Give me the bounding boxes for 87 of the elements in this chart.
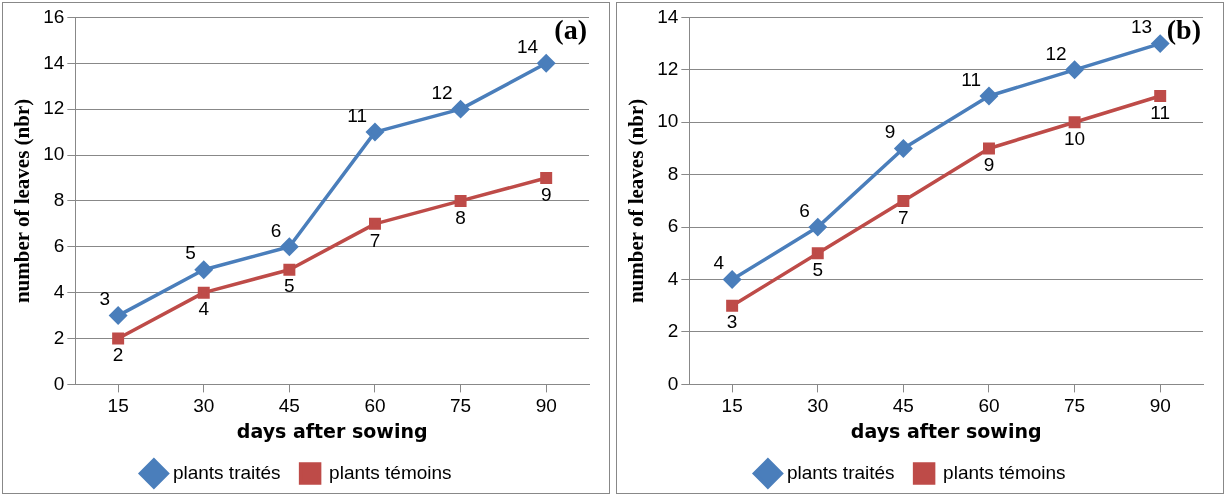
data-label: 11	[1150, 101, 1171, 123]
data-label: 4	[713, 252, 725, 274]
point	[280, 238, 299, 256]
point	[980, 87, 998, 105]
x-tick-label: 45	[278, 395, 300, 417]
y-tick-label: 14	[657, 5, 679, 27]
point	[1151, 34, 1169, 53]
point	[894, 139, 913, 158]
data-label: 7	[898, 206, 909, 228]
point	[1068, 116, 1081, 129]
y-tick-label: 4	[667, 267, 679, 289]
data-label: 9	[884, 121, 896, 143]
x-tick-label: 90	[1149, 395, 1171, 417]
data-label: 12	[431, 81, 453, 103]
data-label: 9	[983, 154, 995, 176]
y-tick-label: 10	[43, 143, 65, 165]
point	[811, 247, 824, 260]
y-tick-label: 14	[43, 51, 65, 73]
point	[982, 142, 995, 155]
data-label: 9	[540, 183, 552, 205]
y-tick-label: 4	[53, 280, 65, 302]
point	[537, 54, 555, 73]
data-label: 2	[112, 344, 124, 366]
data-label: 11	[961, 68, 981, 90]
y-tick-label: 6	[667, 215, 679, 237]
data-label: 12	[1045, 42, 1067, 64]
legend-label: plants témoins	[943, 461, 1066, 483]
point	[454, 194, 467, 207]
data-label: 5	[284, 275, 295, 297]
x-tick-label: 60	[978, 395, 1000, 417]
point	[197, 286, 210, 299]
x-tick-label: 75	[1064, 395, 1086, 417]
x-tick-label: 75	[450, 395, 472, 417]
y-tick-label: 0	[667, 372, 679, 394]
data-label: 7	[369, 229, 381, 251]
y-tick-label: 2	[53, 326, 65, 348]
y-tick-label: 12	[43, 97, 65, 119]
x-tick-label: 90	[535, 395, 557, 417]
point	[195, 260, 213, 279]
x-tick-label: 30	[193, 395, 215, 417]
chart-title: (a)	[554, 13, 587, 45]
point	[540, 171, 553, 184]
legend-label: plants témoins	[329, 461, 452, 483]
y-tick-label: 8	[667, 162, 679, 184]
y-tick-label: 2	[667, 320, 679, 342]
point	[726, 299, 739, 312]
y-tick-label: 6	[53, 235, 65, 257]
y-tick-label: 12	[657, 58, 679, 80]
data-label: 6	[799, 199, 810, 221]
point	[1065, 61, 1084, 79]
legend-label: plants traités	[786, 461, 895, 483]
point	[1154, 90, 1167, 103]
point	[109, 306, 127, 325]
y-tick-label: 8	[53, 189, 65, 211]
data-label: 10	[1064, 127, 1086, 149]
point	[897, 194, 910, 207]
x-tick-label: 45	[892, 395, 914, 417]
x-tick-label: 30	[807, 395, 829, 417]
data-label: 11	[347, 104, 367, 126]
legend-label: plants traités	[172, 461, 281, 483]
x-axis-title: days after sowing	[236, 419, 428, 442]
y-tick-label: 10	[657, 110, 679, 132]
y-axis-title: number of leaves (nbr)	[624, 98, 649, 304]
chart-title: (b)	[1166, 13, 1201, 45]
data-label: 3	[726, 311, 738, 333]
data-label: 5	[812, 259, 824, 281]
data-label: 4	[198, 298, 210, 320]
point	[723, 270, 741, 289]
point	[451, 100, 470, 118]
x-tick-label: 15	[107, 395, 129, 417]
data-label: 8	[455, 206, 466, 228]
data-label: 3	[99, 288, 111, 310]
point	[368, 217, 381, 230]
x-axis-title: days after sowing	[850, 419, 1042, 442]
data-label: 6	[270, 219, 282, 241]
y-tick-label: 16	[43, 5, 65, 27]
y-tick-label: 0	[53, 372, 65, 394]
data-label: 14	[517, 36, 539, 58]
point	[112, 332, 125, 345]
data-label: 13	[1131, 16, 1153, 38]
x-tick-label: 60	[364, 395, 386, 417]
point	[366, 123, 384, 141]
point	[283, 263, 296, 276]
x-tick-label: 15	[721, 395, 743, 417]
data-label: 5	[185, 242, 196, 264]
point	[809, 218, 827, 236]
y-axis-title: number of leaves (nbr)	[10, 98, 35, 304]
